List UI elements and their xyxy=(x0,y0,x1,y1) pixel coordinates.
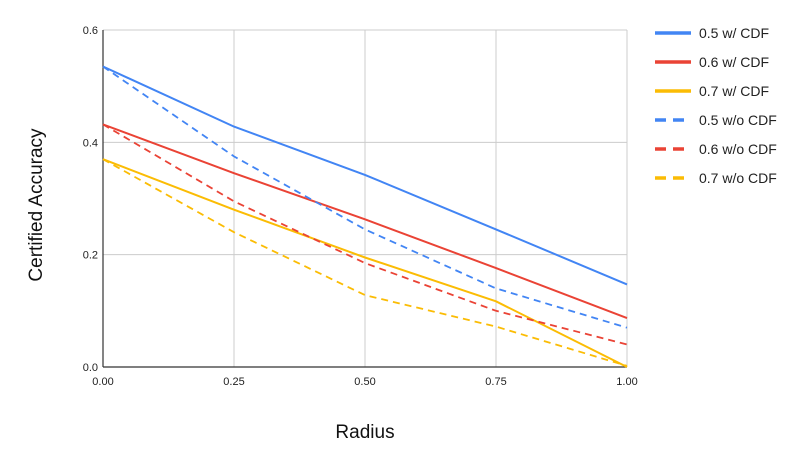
legend-label: 0.7 w/o CDF xyxy=(699,170,777,186)
x-tick-label: 0.50 xyxy=(354,376,375,388)
tick-labels: 0.00 0.25 0.50 0.75 1.00 0.0 0.2 0.4 0.6 xyxy=(83,25,638,388)
axes xyxy=(102,30,627,368)
x-tick-label: 0.75 xyxy=(485,376,506,388)
series-line-1 xyxy=(102,65,628,286)
y-tick-label: 0.0 xyxy=(83,362,98,374)
legend-label: 0.6 w/ CDF xyxy=(699,54,769,70)
x-tick-label: 1.00 xyxy=(616,376,637,388)
x-axis-title: Radius xyxy=(335,422,394,443)
series-line-4 xyxy=(102,65,628,329)
y-axis-title: Certified Accuracy xyxy=(26,128,47,282)
series-line-2 xyxy=(102,123,628,320)
legend-label: 0.5 w/o CDF xyxy=(699,112,777,128)
series-line-5 xyxy=(102,123,628,346)
legend-label: 0.6 w/o CDF xyxy=(699,141,777,157)
legend-label: 0.7 w/ CDF xyxy=(699,83,769,99)
series-lines xyxy=(102,65,628,368)
x-tick-label: 0.25 xyxy=(223,376,244,388)
legend-label: 0.5 w/ CDF xyxy=(699,25,769,41)
x-tick-label: 0.00 xyxy=(92,376,113,388)
series-line-6 xyxy=(102,158,628,367)
y-tick-label: 0.2 xyxy=(83,250,98,262)
y-tick-label: 0.4 xyxy=(83,137,98,149)
y-tick-label: 0.6 xyxy=(83,25,98,37)
legend: 0.5 w/ CDF 0.6 w/ CDF 0.7 w/ CDF 0.5 w/o CD… xyxy=(655,25,777,186)
gridlines xyxy=(103,29,628,367)
series-line-3 xyxy=(102,158,628,368)
